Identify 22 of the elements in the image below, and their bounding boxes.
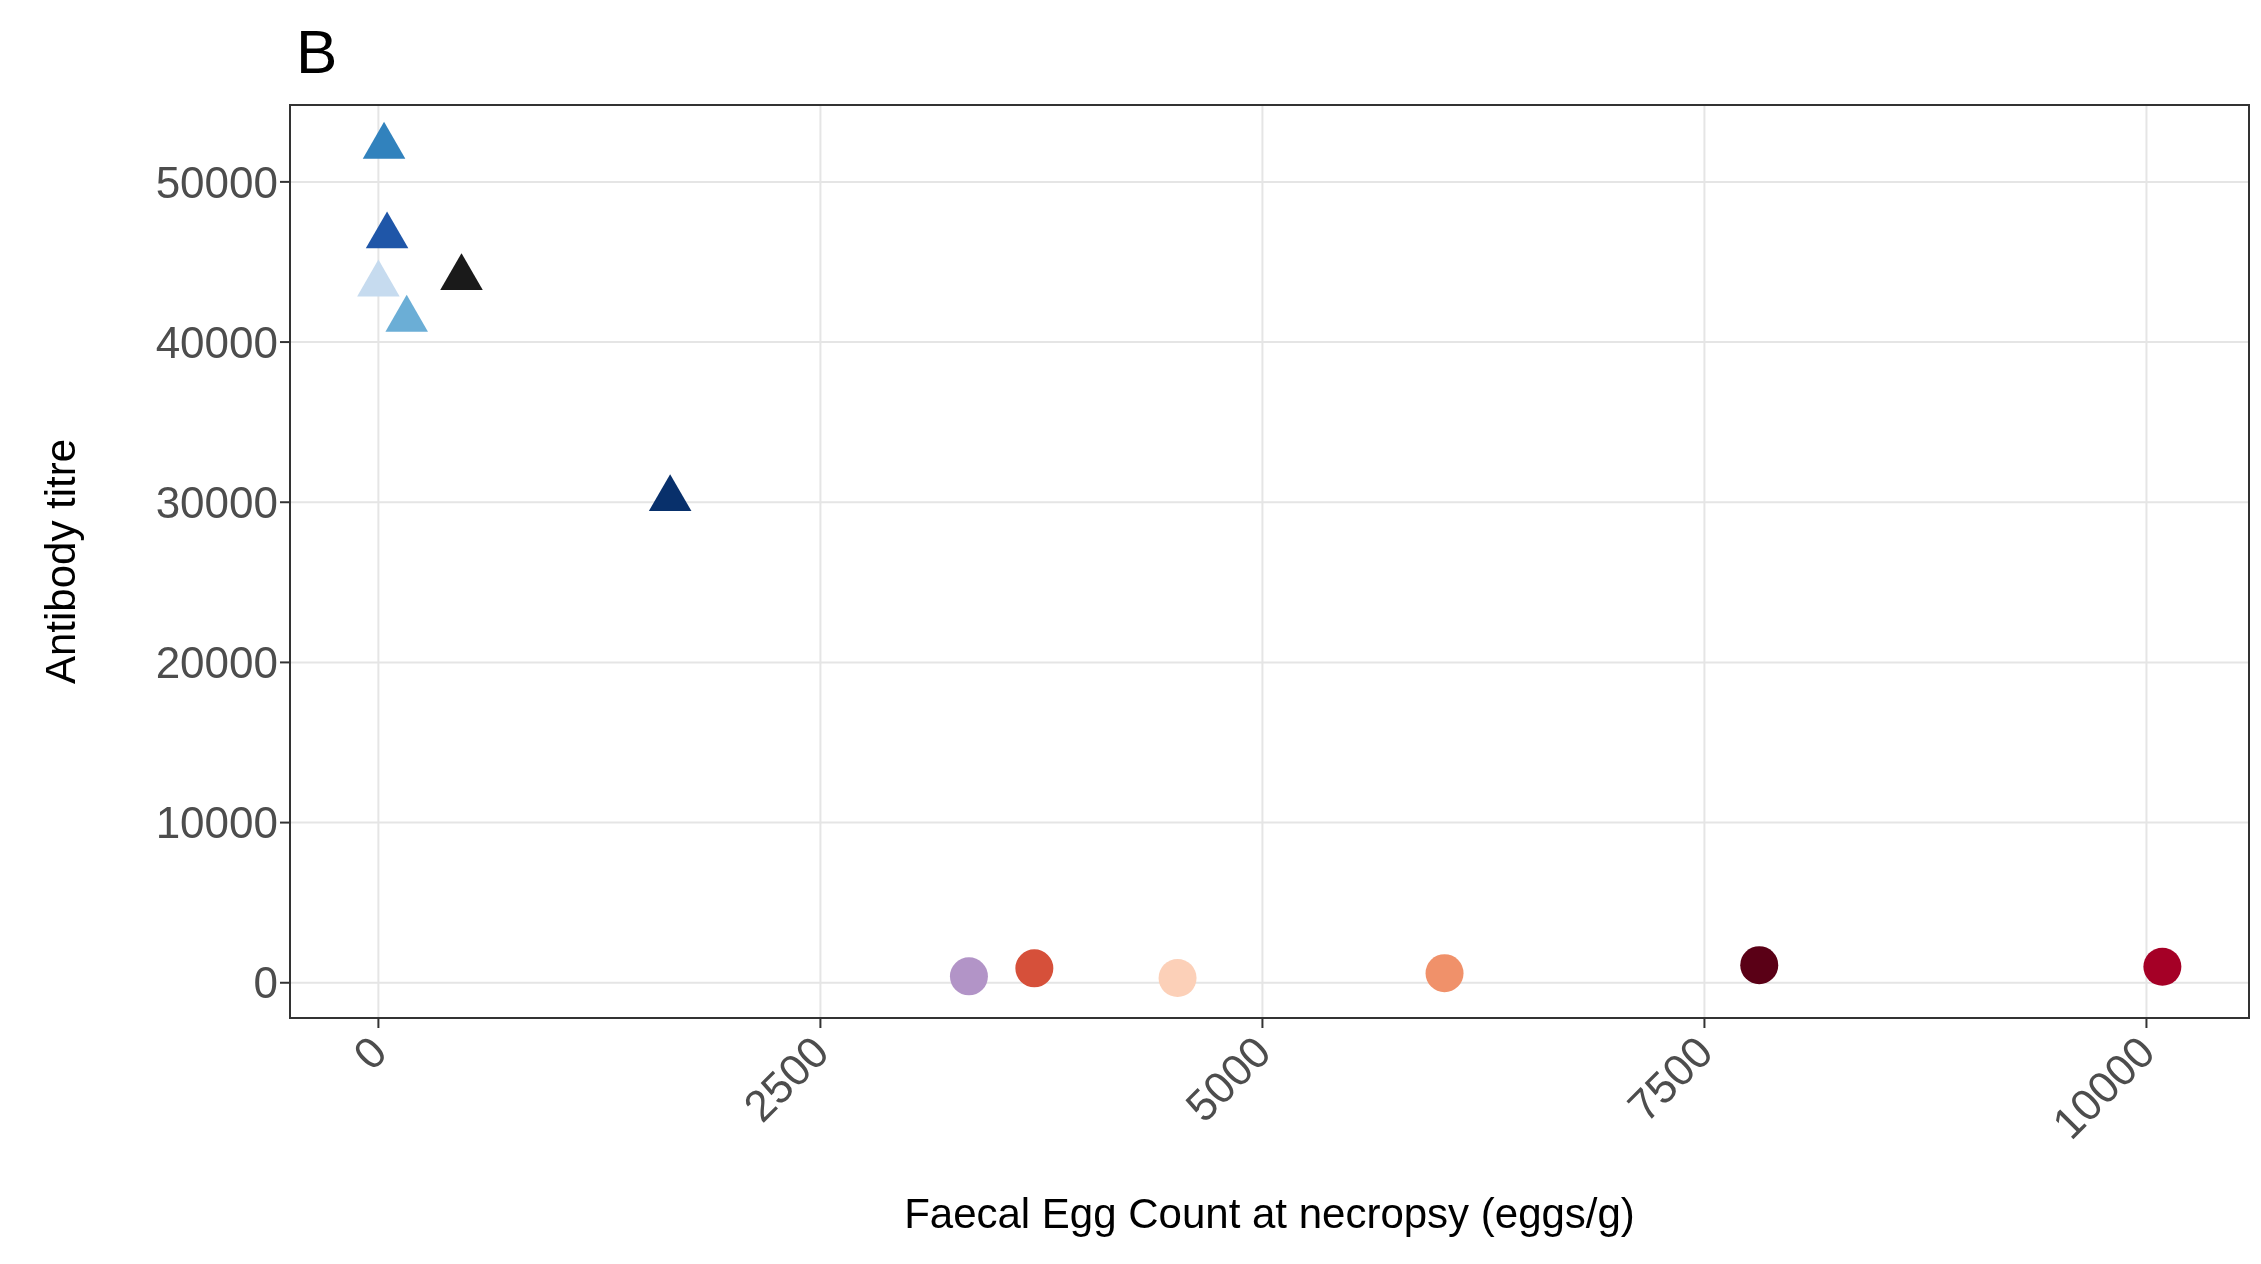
point [1158, 958, 1197, 997]
x-tick-label: 0 [343, 1026, 396, 1079]
y-tick-label: 0 [253, 958, 278, 1008]
y-tick-label: 20000 [155, 638, 278, 688]
point [1015, 949, 1054, 988]
point [385, 294, 428, 332]
point [362, 121, 406, 159]
point [949, 957, 988, 996]
x-axis-title: Faecal Egg Count at necropsy (eggs/g) [904, 1190, 1635, 1237]
point [365, 211, 409, 249]
chart-title: B [296, 16, 338, 87]
y-tick-label: 50000 [155, 157, 278, 207]
point [648, 474, 692, 512]
point [440, 253, 483, 290]
point [357, 259, 400, 297]
y-tick-label: 10000 [155, 798, 278, 848]
point [2143, 947, 2182, 986]
y-tick-label: 40000 [155, 317, 278, 367]
y-tick-label: 30000 [155, 477, 278, 527]
point [1740, 946, 1779, 985]
point [1425, 954, 1464, 993]
y-axis-title: Antibody titre [36, 438, 84, 685]
